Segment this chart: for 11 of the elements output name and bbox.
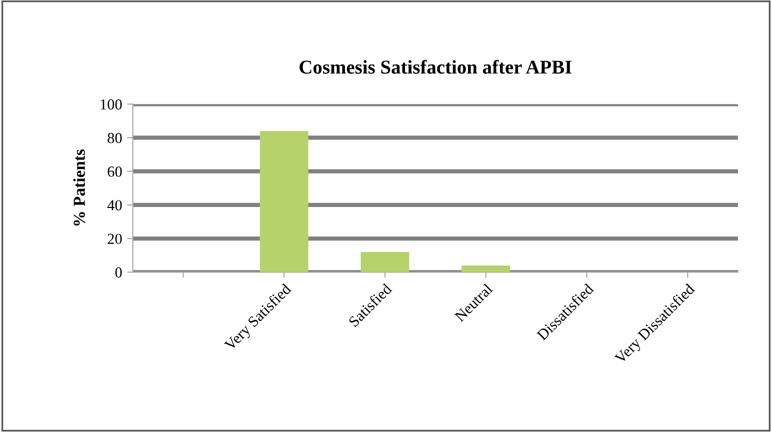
bar — [360, 252, 410, 272]
y-tick-label: 100 — [100, 99, 122, 110]
y-tick-label: 80 — [108, 132, 122, 144]
bar — [462, 265, 510, 272]
y-tick-label: 40 — [107, 200, 122, 210]
y-tick-label: 0 — [115, 267, 122, 278]
y-tick-label: 20 — [108, 234, 122, 244]
y-tick-label: 60 — [108, 166, 122, 177]
chart-title: Cosmesis Satisfaction after APBI — [300, 60, 572, 74]
y-axis-title: % Patients — [73, 149, 86, 226]
bar — [260, 131, 308, 272]
